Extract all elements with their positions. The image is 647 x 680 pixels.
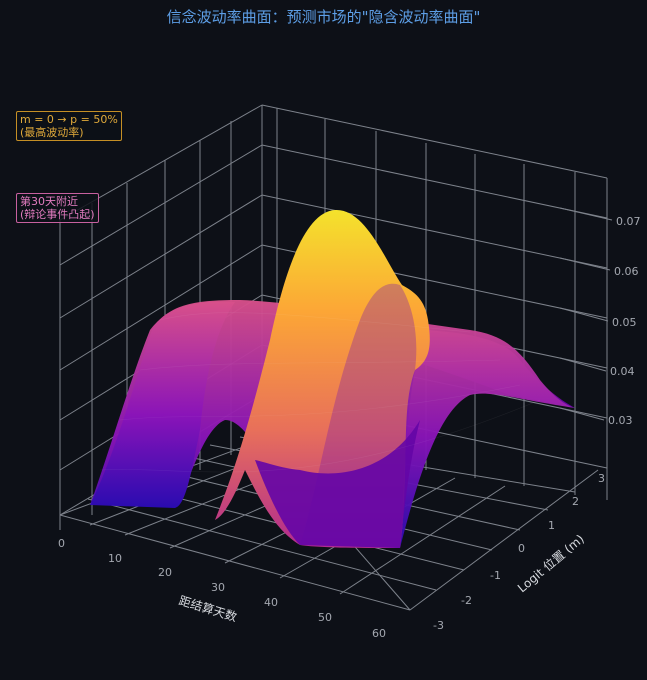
y-axis-title: Logit 位置 (m) [514, 531, 587, 595]
x-tick: 30 [211, 581, 225, 594]
y-tick: 0 [518, 542, 525, 555]
chart-title: 信念波动率曲面：预测市场的"隐含波动率曲面" [166, 8, 481, 26]
z-tick: 0.04 [610, 365, 635, 378]
z-tick-marks [559, 207, 613, 421]
annotation-debate-bump: 第30天附近 (辩论事件凸起) [16, 193, 99, 223]
z-tick: 0.03 [608, 414, 633, 427]
volatility-surface [90, 209, 575, 549]
y-tick: -3 [433, 619, 444, 632]
z-tick: 0.07 [616, 215, 641, 228]
y-tick: 2 [572, 495, 579, 508]
y-tick: -1 [490, 569, 501, 582]
y-axis-ticks: -3 -2 -1 0 1 2 3 [433, 472, 605, 632]
x-tick: 40 [264, 596, 278, 609]
x-axis-ticks: 0 10 20 30 40 50 60 [58, 537, 386, 640]
y-tick: 1 [548, 519, 555, 532]
annotation-peak-volatility: m = 0 → p = 50% (最高波动率) [16, 111, 122, 141]
z-tick: 0.05 [612, 316, 637, 329]
y-tick: -2 [461, 594, 472, 607]
x-tick: 50 [318, 611, 332, 624]
x-tick: 10 [108, 552, 122, 565]
x-tick: 60 [372, 627, 386, 640]
x-tick: 0 [58, 537, 65, 550]
z-axis-ticks: 0.07 0.06 0.05 0.04 0.03 [608, 215, 641, 427]
x-tick: 20 [158, 566, 172, 579]
x-axis-title: 距结算天数 [177, 593, 239, 625]
y-tick: 3 [598, 472, 605, 485]
z-tick: 0.06 [614, 265, 639, 278]
